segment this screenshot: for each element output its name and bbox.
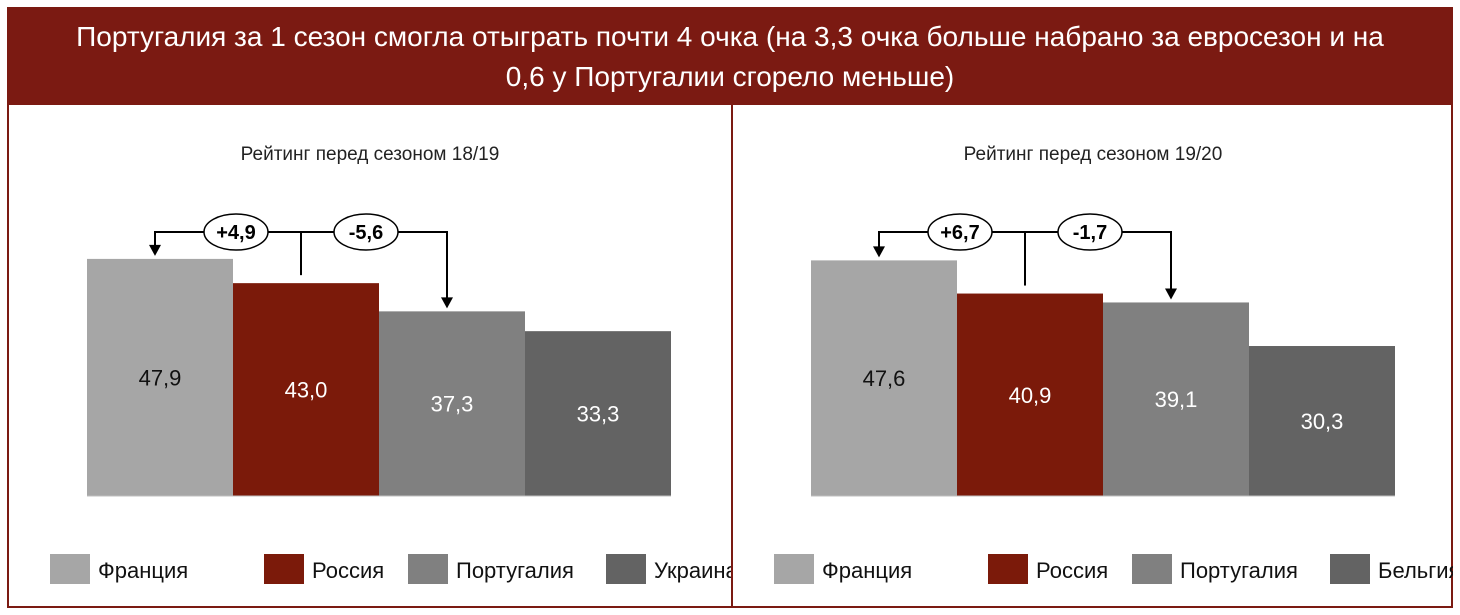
legend-label: Франция bbox=[98, 558, 188, 583]
legend-swatch bbox=[774, 554, 814, 584]
legend-label: Россия bbox=[312, 558, 384, 583]
legend-swatch bbox=[988, 554, 1028, 584]
bar-value-label: 39,1 bbox=[1155, 387, 1198, 412]
annotation-label: -5,6 bbox=[349, 222, 383, 244]
infographic-frame: Португалия за 1 сезон смогла отыграть по… bbox=[7, 7, 1453, 608]
bar-4 bbox=[1249, 346, 1395, 496]
bar-value-label: 47,6 bbox=[863, 366, 906, 391]
bar-value-label: 43,0 bbox=[285, 378, 328, 403]
chart-right: Рейтинг перед сезоном 19/20 47,6 40,9 39,1 3… bbox=[774, 144, 1453, 584]
legend-label: Бельгия bbox=[1378, 558, 1453, 583]
bar-value-label: 37,3 bbox=[431, 392, 474, 417]
legend-swatch bbox=[50, 554, 90, 584]
panel-divider bbox=[731, 105, 733, 606]
legend-label: Португалия bbox=[456, 558, 574, 583]
legend-label: Португалия bbox=[1180, 558, 1298, 583]
bar-2 bbox=[233, 283, 379, 496]
legend-swatch bbox=[1330, 554, 1370, 584]
bar-3 bbox=[379, 311, 525, 496]
chart-title: Рейтинг перед сезоном 19/20 bbox=[964, 144, 1223, 165]
bar-1 bbox=[811, 260, 957, 496]
bar-value-label: 40,9 bbox=[1009, 383, 1052, 408]
bar-value-label: 33,3 bbox=[577, 402, 620, 427]
legend-swatch bbox=[1132, 554, 1172, 584]
annotation-oval bbox=[203, 213, 269, 251]
header-banner: Португалия за 1 сезон смогла отыграть по… bbox=[9, 9, 1451, 105]
chart-left: Рейтинг перед сезоном 18/19 47,9 43,0 37,3 3… bbox=[50, 144, 731, 584]
bar-1 bbox=[87, 258, 233, 496]
arrow-down-icon bbox=[441, 297, 453, 309]
chart-title: Рейтинг перед сезоном 18/19 bbox=[241, 144, 500, 165]
annotation-label: +6,7 bbox=[940, 222, 979, 244]
annotation-label: -1,7 bbox=[1073, 222, 1107, 244]
legend-label: Россия bbox=[1036, 558, 1108, 583]
bar-value-label: 30,3 bbox=[1301, 409, 1344, 434]
bar-3 bbox=[1103, 302, 1249, 496]
arrow-down-icon bbox=[1165, 288, 1177, 300]
arrow-down-icon bbox=[873, 246, 885, 258]
bar-2 bbox=[957, 293, 1103, 496]
legend-label: Франция bbox=[822, 558, 912, 583]
page-title: Португалия за 1 сезон смогла отыграть по… bbox=[76, 21, 1384, 92]
annotation-label: +4,9 bbox=[216, 222, 255, 244]
bar-4 bbox=[525, 331, 671, 496]
legend-swatch bbox=[264, 554, 304, 584]
annotation-oval bbox=[927, 213, 993, 251]
legend-label: Украина bbox=[654, 558, 731, 583]
arrow-down-icon bbox=[149, 244, 161, 256]
legend-swatch bbox=[606, 554, 646, 584]
annotation-oval bbox=[333, 213, 399, 251]
legend-swatch bbox=[408, 554, 448, 584]
annotation-oval bbox=[1057, 213, 1123, 251]
bar-value-label: 47,9 bbox=[139, 365, 182, 390]
